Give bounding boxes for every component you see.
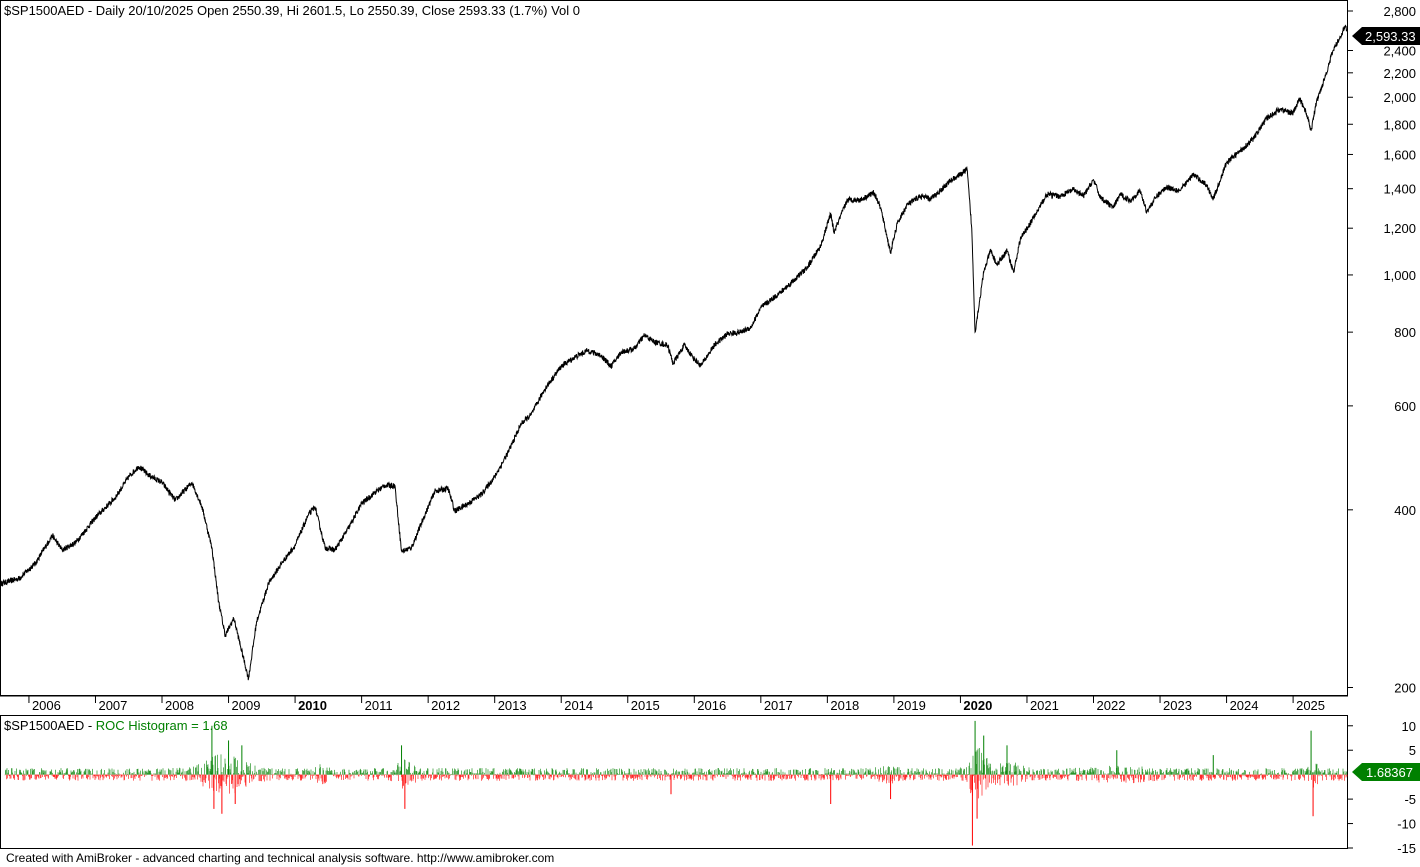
date-axis-label: 2017: [764, 698, 793, 713]
price-axis-label: 2,000: [1383, 90, 1416, 105]
price-axis-label: 200: [1394, 681, 1416, 696]
roc-pane-title: $SP1500AED - ROC Histogram = 1.68: [4, 718, 228, 733]
price-axis-label: 1,200: [1383, 221, 1416, 236]
roc-axis-label: 10: [1402, 719, 1416, 734]
footer-credit: Created with AmiBroker - advanced charti…: [6, 851, 555, 865]
last-price-label: 2,593.33: [1365, 29, 1416, 44]
price-axis-label: 2,400: [1383, 44, 1416, 59]
last-roc-marker: 1.68367: [1352, 763, 1420, 781]
price-line: [0, 24, 1348, 681]
date-axis-label: 2025: [1296, 698, 1325, 713]
date-axis-label: 2012: [431, 698, 460, 713]
date-axis-label: 2021: [1030, 698, 1059, 713]
price-axis-label: 1,800: [1383, 117, 1416, 132]
date-axis-label: 2006: [32, 698, 61, 713]
last-roc-box: [1352, 763, 1420, 781]
roc-pane[interactable]: $SP1500AED - ROC Histogram = 1.68: [0, 715, 1348, 849]
price-axis-label: 400: [1394, 503, 1416, 518]
date-axis: 2006 2007 2008 2009 2010 2011 2012 2013 2014 2015…: [28, 696, 1325, 713]
roc-axis-label: -10: [1397, 817, 1416, 832]
date-axis-label: 2016: [697, 698, 726, 713]
date-axis-label: 2023: [1163, 698, 1192, 713]
date-axis-label: 2022: [1097, 698, 1126, 713]
roc-title-indicator: ROC Histogram = 1.68: [96, 718, 228, 733]
date-axis-label: 2013: [498, 698, 527, 713]
date-axis-label: 2009: [232, 698, 261, 713]
main-pane-title: $SP1500AED - Daily 20/10/2025 Open 2550.…: [4, 3, 580, 18]
date-axis-label: 2019: [897, 698, 926, 713]
price-axis-label: 800: [1394, 325, 1416, 340]
date-axis-label: 2011: [365, 698, 393, 713]
roc-axis: 10 5 -5 -10 -15: [1348, 719, 1416, 856]
date-axis-label: 2010: [298, 698, 327, 713]
last-price-marker: 2,593.33: [1352, 27, 1420, 45]
date-axis-label: 2014: [564, 698, 593, 713]
roc-title-symbol: $SP1500AED -: [4, 718, 96, 733]
roc-pane-border: [0, 715, 1348, 849]
price-axis-label: 2,200: [1383, 66, 1416, 81]
roc-axis-label: -5: [1404, 792, 1416, 807]
date-axis-label: 2007: [98, 698, 127, 713]
date-axis-label: 2020: [963, 698, 992, 713]
roc-axis-label: -15: [1397, 841, 1416, 856]
date-axis-label: 2018: [830, 698, 859, 713]
date-axis-label: 2024: [1230, 698, 1259, 713]
main-pane-border: [0, 0, 1348, 696]
price-axis-label: 2,800: [1383, 4, 1416, 19]
date-axis-label: 2015: [631, 698, 660, 713]
price-axis: 200 400 600 800 1,000 1,200 1,400 1,600 1,800 2,0…: [1348, 4, 1416, 696]
price-axis-label: 1,400: [1383, 182, 1416, 197]
last-roc-label: 1.68367: [1366, 765, 1413, 780]
price-axis-label: 600: [1394, 399, 1416, 414]
roc-histogram: [4, 720, 1348, 846]
price-axis-label: 1,000: [1383, 268, 1416, 283]
main-price-pane[interactable]: 2006 2007 2008 2009 2010 2011 2012 2013 2014 2015…: [0, 0, 1348, 714]
date-axis-label: 2008: [165, 698, 194, 713]
price-axis-label: 1,600: [1383, 147, 1416, 162]
last-price-box: [1352, 27, 1420, 45]
roc-axis-label: 5: [1409, 743, 1416, 758]
